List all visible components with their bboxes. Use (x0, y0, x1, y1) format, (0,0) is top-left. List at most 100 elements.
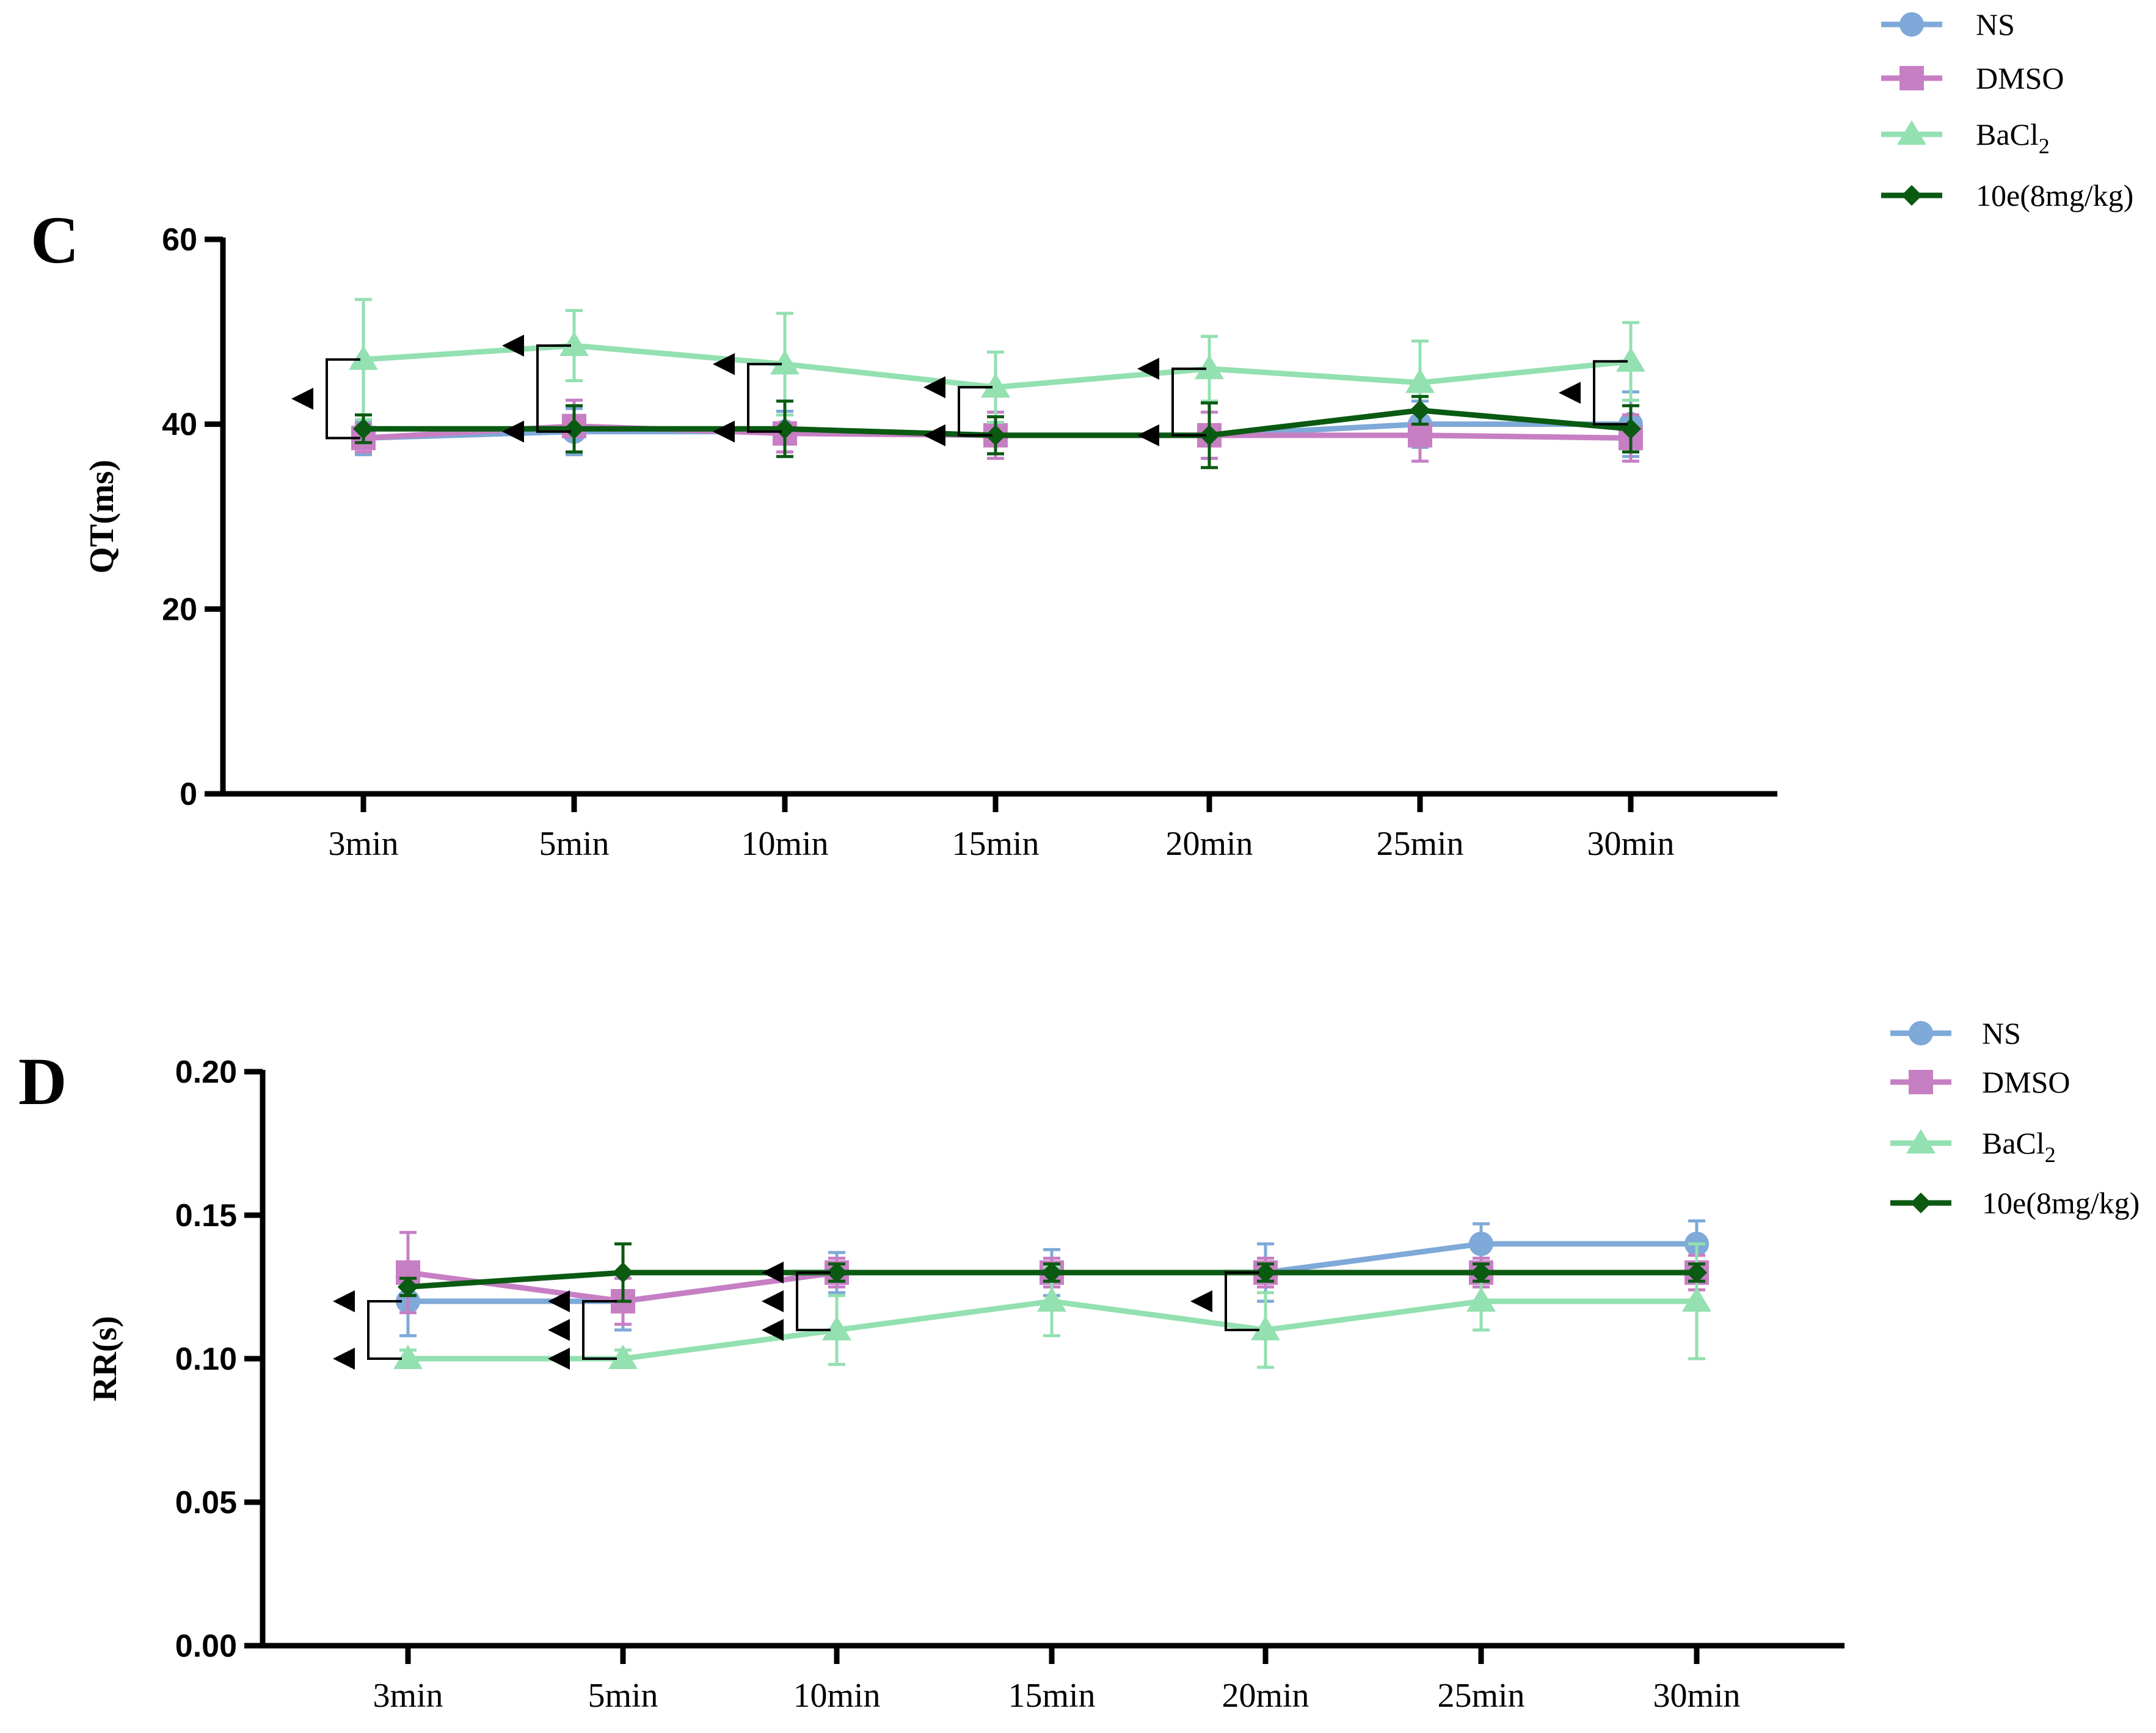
chart0-x-tick-label: 3min (328, 825, 398, 863)
chart1-legend-label: NS (1982, 1016, 2021, 1050)
chart0-legend-item: BaCl2 (1881, 117, 2050, 158)
chart1-significance-arrow (548, 1319, 570, 1341)
chart1-significance-arrow (333, 1290, 355, 1312)
chart0-significance-arrow (713, 353, 735, 376)
chart0-significance-arrow (502, 335, 524, 357)
chart1-x-tick-label: 5min (588, 1677, 658, 1715)
chart0-data-point (1195, 354, 1224, 379)
chart0-significance (1559, 360, 1628, 426)
chart1-legend-marker (1910, 1193, 1931, 1213)
chart1-legend-marker (1909, 1021, 1933, 1045)
chart0-legend-marker (1899, 66, 1924, 90)
chart1-data-point (1469, 1232, 1493, 1256)
chart1-y-tick-label: 0.00 (175, 1629, 237, 1664)
chart1-data-point (398, 1276, 418, 1298)
chart1-significance-arrow (548, 1290, 570, 1312)
chart0-x-tick-label: 25min (1376, 825, 1463, 863)
chart1-x-tick-label: 10min (793, 1677, 880, 1715)
chart1-data-point (393, 1345, 423, 1369)
chart0-data-point (1199, 424, 1220, 446)
chart1-y-axis-title: RR(s) (86, 1316, 124, 1401)
chart0-significance-arrow (923, 376, 945, 399)
chart0-significance (291, 358, 360, 440)
chart1-data-point (1041, 1262, 1062, 1283)
chart0-panel: C 0 20 40 60 3min 5min 10min 15min 20min 25min 30mi… (31, 7, 2133, 863)
chart1-y-tick-label: 0.15 (175, 1198, 237, 1233)
chart0-data-point (770, 350, 799, 375)
chart0-legend-item: NS (1881, 7, 2015, 42)
chart0-data-point (1408, 423, 1432, 448)
chart1-x-tick-label: 20min (1222, 1677, 1309, 1715)
chart0-data-point (1405, 368, 1435, 393)
chart0-x-tick-label: 5min (539, 825, 609, 863)
chart1-panel: D 0.00 0.05 0.10 0.15 0.20 3min 5min 10min 15min 2… (18, 1016, 2140, 1715)
chart1-legend-marker (1909, 1070, 1933, 1094)
chart0-significance-bracket (958, 386, 992, 437)
chart0-data-point (353, 418, 374, 440)
chart0-x-tick-label: 30min (1587, 825, 1674, 863)
chart0-data-point (981, 373, 1010, 398)
chart1-legend: NS DMSO BaCl2 10e(8mg/kg) (1890, 1016, 2140, 1220)
chart1-data-point (1471, 1262, 1491, 1283)
chart1-data-point (1037, 1287, 1066, 1312)
chart0-data-point (349, 345, 378, 370)
chart0-series-2 (349, 297, 1645, 426)
chart0-y-axis-title: QT(ms) (83, 460, 121, 574)
chart0-significance-arrow (713, 420, 735, 443)
chart0-legend-marker (1897, 120, 1926, 145)
chart0-legend: NS DMSO BaCl2 10e(8mg/kg) (1881, 7, 2133, 213)
chart0-significance (713, 353, 782, 443)
chart0-legend-label: 10e(8mg/kg) (1976, 178, 2133, 213)
chart1-legend-label: DMSO (1982, 1065, 2070, 1099)
chart1-data-point (613, 1262, 633, 1283)
chart0-significance (1137, 357, 1206, 446)
chart0-significance-arrow (291, 388, 313, 410)
chart1-panel-letter: D (18, 1044, 67, 1119)
chart1-significance-bracket (796, 1271, 831, 1331)
chart0-significance-arrow (1137, 424, 1159, 446)
chart1-significance (762, 1262, 831, 1341)
chart0-data-point (985, 424, 1006, 446)
chart0-significance-bracket (326, 358, 360, 440)
chart1-data-point (1682, 1287, 1711, 1312)
chart0-significance-arrow (1559, 382, 1581, 404)
chart0-y-tick-label: 40 (162, 407, 197, 443)
chart1-series-2 (393, 1242, 1711, 1369)
chart1-y-tick-label: 0.20 (175, 1055, 237, 1090)
chart1-significance-arrow (762, 1262, 784, 1284)
chart1-significance (548, 1290, 617, 1370)
chart1-legend-item: BaCl2 (1890, 1126, 2056, 1167)
chart0-significance-arrow (923, 424, 945, 446)
chart1-y-tick-label: 0.10 (175, 1342, 237, 1377)
chart0-legend-label: BaCl2 (1976, 117, 2050, 158)
chart0-significance-bracket (747, 363, 782, 433)
chart1-series-3 (398, 1242, 1707, 1303)
chart0-legend-item: DMSO (1881, 61, 2064, 95)
chart0-significance (923, 376, 992, 446)
chart1-significance-arrow (548, 1348, 570, 1370)
chart0-significance-bracket (1171, 367, 1206, 437)
chart0-significance-arrow (1137, 357, 1159, 380)
chart0-legend-marker (1901, 185, 1922, 206)
chart0-significance-arrow (502, 420, 524, 443)
chart1-significance-arrow (762, 1290, 784, 1312)
chart1-significance-arrow (1190, 1290, 1212, 1312)
chart0-x-tick-label: 20min (1165, 825, 1253, 863)
chart1-legend-label: BaCl2 (1982, 1126, 2056, 1167)
chart0-y-tick-label: 0 (180, 777, 197, 812)
chart0-data-point (1410, 399, 1430, 421)
chart0-significance-bracket (536, 344, 571, 433)
chart0-significance (502, 335, 571, 443)
chart1-data-point (1255, 1262, 1276, 1283)
chart0-y-tick-label: 20 (162, 592, 197, 627)
chart1-legend-marker (1906, 1129, 1936, 1154)
chart0-legend-label: DMSO (1976, 61, 2064, 95)
chart1-y-tick-label: 0.05 (175, 1485, 237, 1520)
chart0-x-tick-label: 15min (952, 825, 1039, 863)
chart1-data-point (1466, 1287, 1496, 1312)
chart1-x-tick-label: 3min (373, 1677, 443, 1715)
chart1-x-tick-label: 30min (1653, 1677, 1740, 1715)
chart0-y-tick-label: 60 (162, 222, 197, 258)
chart0-panel-letter: C (31, 203, 79, 277)
